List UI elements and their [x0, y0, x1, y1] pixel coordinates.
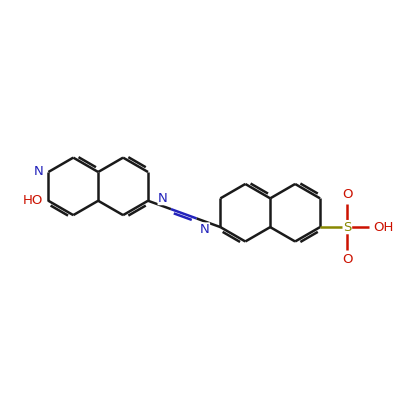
Text: O: O [342, 188, 352, 201]
Text: O: O [342, 253, 352, 266]
Text: N: N [33, 166, 43, 178]
Text: N: N [200, 223, 210, 236]
Text: OH: OH [374, 221, 394, 234]
Text: N: N [158, 192, 168, 204]
Text: S: S [343, 221, 352, 234]
Text: HO: HO [23, 194, 43, 207]
